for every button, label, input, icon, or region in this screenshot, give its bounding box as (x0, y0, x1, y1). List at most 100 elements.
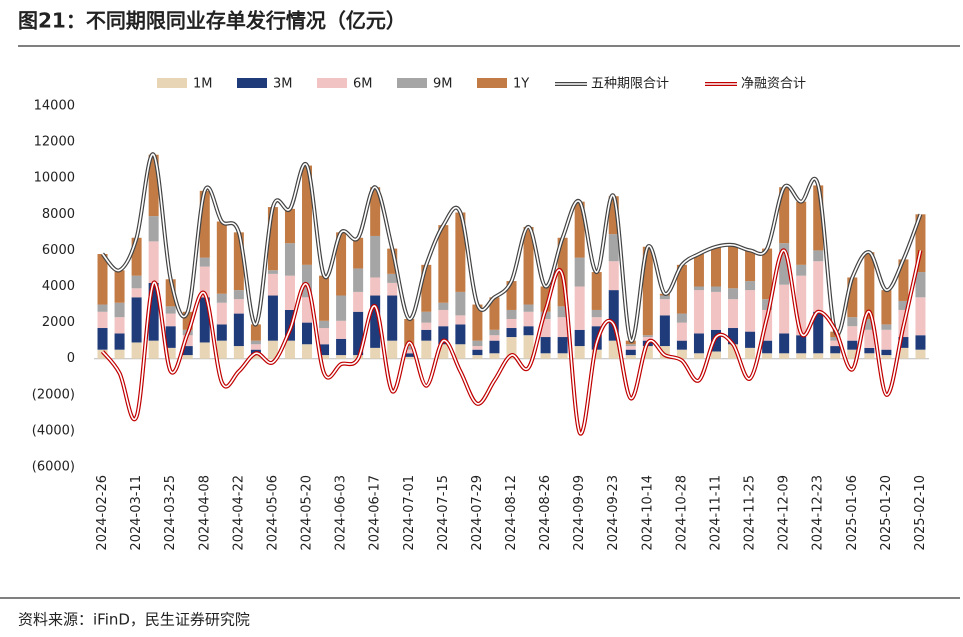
bar-segment (693, 353, 704, 359)
legend-label: 1M (193, 77, 213, 92)
bar-segment (830, 340, 841, 347)
bar-segment (148, 340, 159, 359)
bar-segment (387, 295, 398, 341)
bar-segment (625, 346, 636, 350)
bar-segment (114, 317, 125, 334)
y-tick-label: 12000 (34, 135, 75, 150)
bar-segment (523, 335, 534, 359)
bar-segment (506, 328, 517, 338)
bar-segment (319, 320, 330, 329)
bar-segment (591, 349, 602, 359)
legend-label: 五种期限合计 (591, 77, 669, 92)
x-tick-label: 2024-12-23 (811, 475, 826, 551)
bar-segment (148, 282, 159, 341)
bar-segment (864, 353, 875, 359)
bar-segment (319, 344, 330, 356)
bar-segment (728, 288, 739, 300)
bar-segment (182, 311, 193, 330)
bar-segment (506, 318, 517, 329)
bar-segment (114, 349, 125, 359)
bar-segment (472, 349, 483, 356)
bar-segment (779, 243, 790, 285)
x-tick-label: 2024-09-23 (606, 475, 621, 551)
bar-segment (915, 214, 926, 273)
bar-segment (302, 322, 313, 345)
x-tick-label: 2024-10-28 (674, 475, 689, 551)
bar-segment (370, 187, 381, 236)
bar-segment (506, 309, 517, 319)
x-tick-label: 2024-07-15 (436, 475, 451, 551)
x-tick-label: 2024-03-25 (163, 475, 178, 551)
bar-segment (387, 340, 398, 359)
bar-segment (642, 337, 653, 341)
bar-segment (710, 351, 721, 359)
bar-segment (233, 232, 244, 291)
legend-label: 净融资合计 (741, 77, 806, 92)
x-tick-label: 2025-01-06 (845, 475, 860, 551)
bar-segment (233, 346, 244, 359)
bar-segment (319, 355, 330, 359)
bar-segment (353, 311, 364, 356)
bar-segment (165, 326, 176, 348)
bar-segment (438, 309, 449, 327)
bar-segment (438, 326, 449, 345)
bar-segment (438, 344, 449, 359)
bar-segment (284, 340, 295, 359)
bar-segment (267, 273, 278, 296)
bar-segment (421, 329, 432, 341)
bar-segment (676, 313, 687, 323)
bar-segment (455, 344, 466, 359)
bar-segment (659, 299, 670, 316)
legend-swatch (477, 78, 507, 88)
x-tick-label: 2024-12-09 (777, 475, 792, 551)
bar-segment (557, 337, 568, 354)
x-tick-label: 2024-11-25 (743, 475, 758, 551)
bar-segment (114, 270, 125, 303)
bar-segment (830, 346, 841, 354)
bar-segment (693, 254, 704, 287)
bar-segment (523, 311, 534, 327)
bar-segment (336, 232, 347, 296)
bar-segment (216, 293, 227, 303)
x-tick-label: 2024-07-29 (470, 475, 485, 551)
bar-segment (625, 344, 636, 347)
bar-segment (728, 344, 739, 359)
bar-segment (710, 246, 721, 287)
bar-segment (574, 201, 585, 258)
bar-segment (216, 302, 227, 325)
bar-segment (898, 347, 909, 359)
x-tick-label: 2024-06-17 (368, 475, 383, 551)
bar-segment (284, 275, 295, 310)
x-tick-label: 2025-02-10 (913, 475, 928, 551)
bar-segment (114, 333, 125, 350)
bar-segment (557, 306, 568, 318)
bar-segment (199, 257, 210, 267)
bar-segment (114, 302, 125, 318)
x-tick-label: 2024-03-11 (129, 475, 144, 551)
bar-segment (676, 349, 687, 359)
x-tick-label: 2024-07-01 (402, 475, 417, 551)
y-tick-label: 6000 (42, 243, 75, 258)
y-tick-label: (6000) (32, 460, 75, 475)
bar-segment (540, 337, 551, 354)
bar-segment (421, 311, 432, 323)
bar-segment (779, 333, 790, 354)
bar-segment (472, 340, 483, 347)
line-core (101, 153, 922, 342)
bar-segment (404, 353, 415, 357)
bar-segment (659, 315, 670, 347)
bar-segment (813, 353, 824, 359)
x-tick-label: 2024-11-11 (708, 475, 723, 551)
bar-segment (881, 290, 892, 325)
bar-segment (506, 337, 517, 359)
bar-segment (182, 355, 193, 359)
bar-segment (267, 295, 278, 341)
bar-segment (438, 302, 449, 310)
x-tick-label: 2024-10-14 (640, 475, 655, 551)
y-tick-label: 2000 (42, 315, 75, 330)
bar-segment (165, 313, 176, 327)
line-core (101, 249, 922, 435)
legend-label: 6M (353, 77, 373, 92)
x-tick-label: 2024-04-08 (197, 475, 212, 551)
bar-segment (182, 346, 193, 356)
